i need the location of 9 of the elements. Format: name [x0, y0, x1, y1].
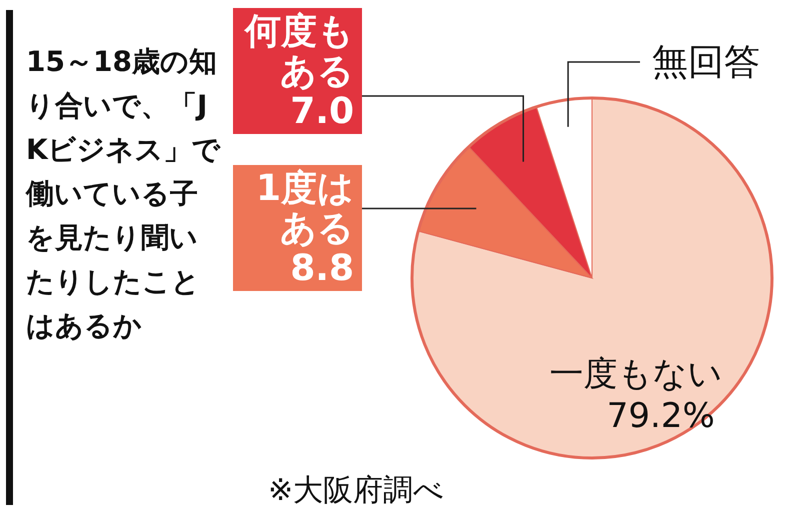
slice-label: 何度もある	[243, 11, 354, 92]
slice-label: 一度もない	[549, 354, 722, 394]
data-label: 7.0	[289, 91, 354, 132]
text: ※大阪府調べ	[268, 472, 444, 510]
text: 15～18歳の知り合いで、「JKビジネス」で働いている子を見たり聞いたりしたことはあるか	[26, 44, 222, 344]
data-label: 79.2%	[606, 396, 715, 436]
data-label: 8.8	[289, 248, 354, 289]
slice-label: 無回答	[652, 41, 760, 85]
slice-label: 1度はある	[254, 168, 354, 249]
